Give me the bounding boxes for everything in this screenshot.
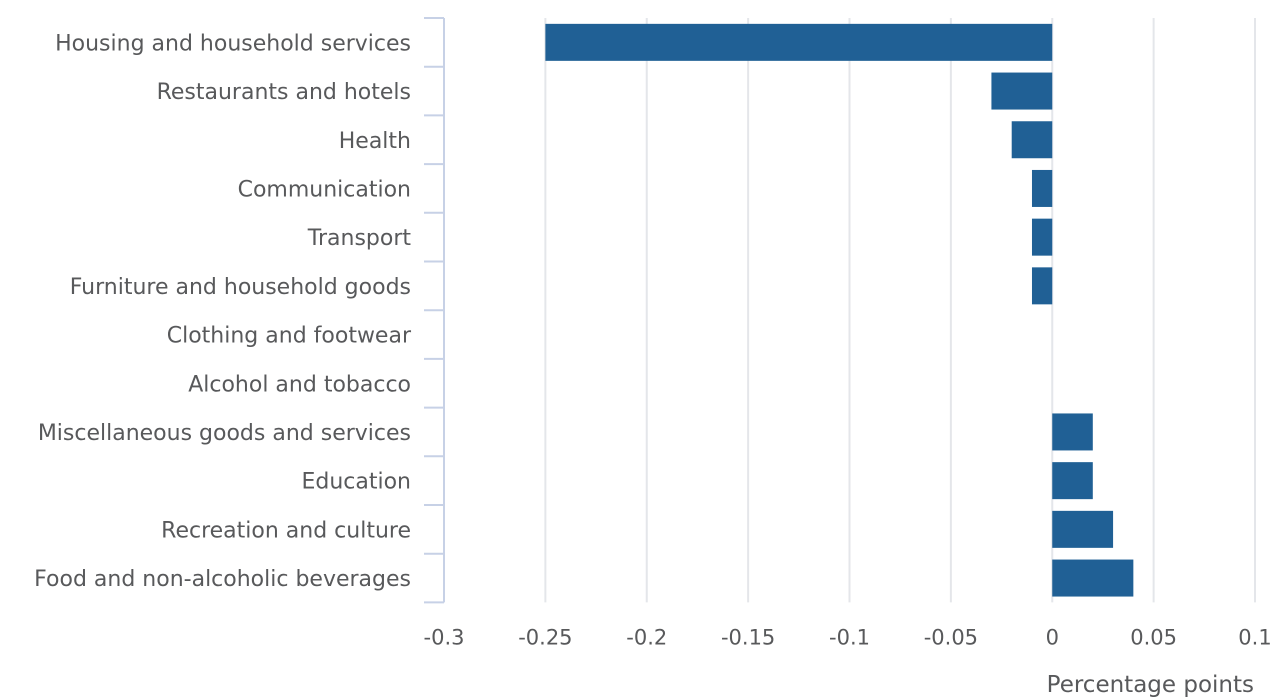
y-category-label: Alcohol and tobacco: [188, 372, 411, 397]
bar: [1031, 267, 1053, 305]
y-category-label: Miscellaneous goods and services: [38, 421, 411, 446]
x-tick-label: -0.1: [829, 625, 870, 649]
x-tick-label: -0.15: [721, 625, 775, 649]
x-axis-title: Percentage points: [1047, 672, 1254, 698]
y-category-label: Recreation and culture: [161, 518, 411, 543]
bar: [1052, 559, 1134, 597]
x-tick-label: -0.05: [924, 625, 978, 649]
y-category-label: Housing and household services: [55, 31, 411, 56]
y-category-label: Transport: [307, 226, 412, 251]
bar: [545, 23, 1053, 61]
y-category-label: Health: [339, 129, 411, 154]
bar: [1052, 510, 1114, 548]
x-tick-label: 0.05: [1130, 625, 1177, 649]
y-category-label: Restaurants and hotels: [157, 80, 411, 105]
x-tick-label: -0.2: [626, 625, 667, 649]
gridlines: [544, 18, 1256, 603]
bars: [545, 23, 1134, 597]
y-category-label: Furniture and household goods: [70, 275, 411, 300]
bar: [1011, 121, 1053, 159]
category-axis: Housing and household services Restaurant…: [34, 17, 445, 604]
bar: [1052, 462, 1093, 500]
y-category-label: Education: [301, 470, 411, 495]
x-tick-label: -0.3: [424, 625, 465, 649]
bar: [1031, 218, 1053, 256]
bar: [991, 72, 1053, 110]
x-tick-label: -0.25: [518, 625, 572, 649]
y-category-label: Communication: [238, 177, 411, 202]
y-category-label: Clothing and footwear: [167, 324, 412, 349]
x-tick-label: 0.1: [1238, 625, 1271, 649]
bar: [1031, 169, 1053, 207]
value-axis-ticks: -0.3 -0.25 -0.2 -0.15 -0.1 -0.05 0 0.05 0.1: [424, 625, 1272, 649]
bar: [1052, 413, 1093, 451]
x-tick-label: 0: [1046, 625, 1059, 649]
y-category-label: Food and non-alcoholic beverages: [34, 567, 411, 592]
